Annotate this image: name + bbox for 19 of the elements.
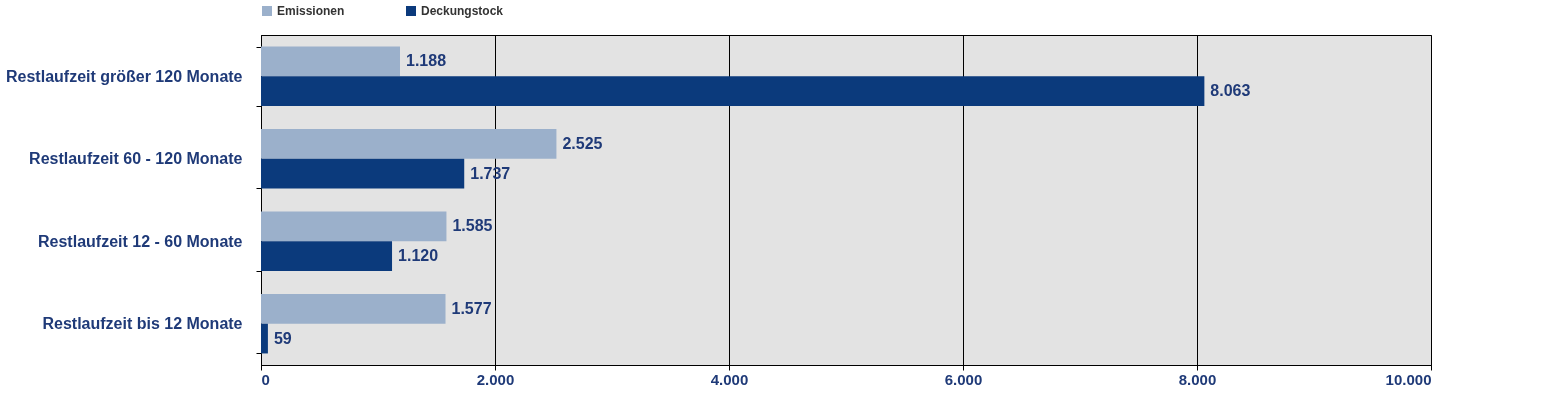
legend-label: Emissionen xyxy=(277,4,345,18)
data-label: 1.577 xyxy=(451,299,492,317)
data-label: 1.585 xyxy=(452,217,493,235)
data-label: 8.063 xyxy=(1210,82,1251,100)
x-tick-label: 10.000 xyxy=(1385,370,1432,388)
data-label: 2.525 xyxy=(562,134,603,152)
data-label: 1.120 xyxy=(398,247,439,265)
y-tick-label: Restlaufzeit 12 - 60 Monate xyxy=(38,232,243,250)
x-tick-label: 0 xyxy=(261,370,270,388)
y-tick-label: Restlaufzeit bis 12 Monate xyxy=(42,315,243,333)
data-label: 1.188 xyxy=(406,52,447,70)
x-tick-label: 2.000 xyxy=(476,370,515,388)
data-label: 59 xyxy=(273,329,292,347)
x-tick-label: 4.000 xyxy=(710,370,749,388)
x-tick-label: 8.000 xyxy=(1178,370,1217,388)
legend-label: Deckungstock xyxy=(421,4,504,18)
x-tick-label: 6.000 xyxy=(944,370,983,388)
y-tick-label: Restlaufzeit größer 120 Monate xyxy=(6,67,243,85)
y-tick-label: Restlaufzeit 60 - 120 Monate xyxy=(29,150,243,168)
